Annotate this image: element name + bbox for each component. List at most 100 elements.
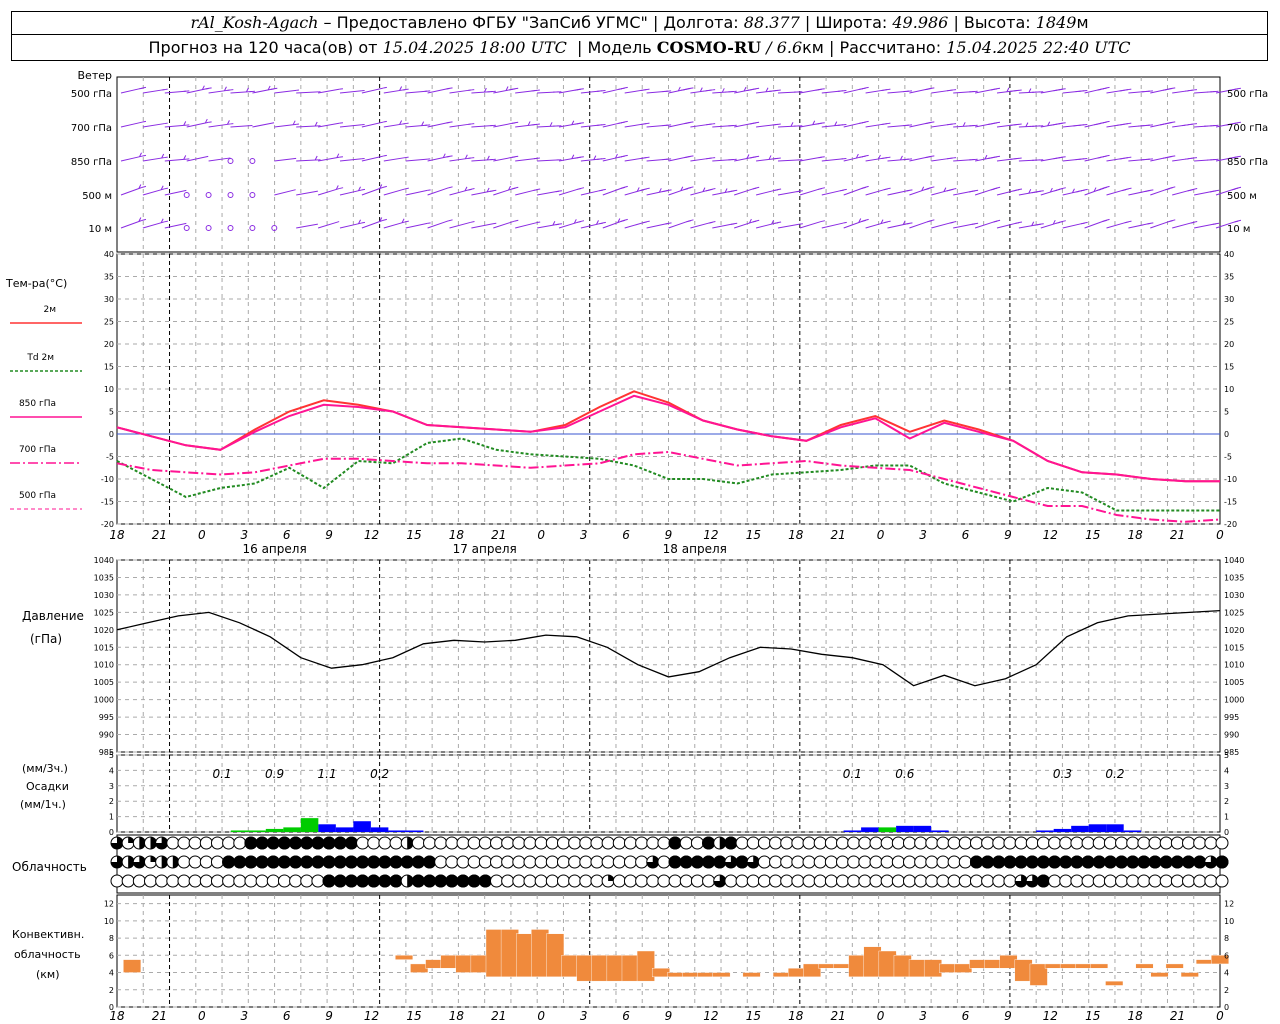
wind-barb [996, 188, 1023, 196]
cloud-full [1025, 855, 1039, 869]
temp-tick-left: 20 [104, 340, 114, 349]
barb-staff [120, 155, 143, 162]
cloud-symbol [914, 836, 928, 850]
cloud-symbol [891, 855, 905, 869]
barb-feather [142, 86, 147, 89]
press-tick-right: 1000 [1224, 696, 1244, 705]
cloud-circle [925, 855, 939, 869]
wind-barb [887, 189, 913, 196]
wind-barb [1040, 88, 1066, 94]
cloud-symbol [568, 855, 582, 869]
barb-feather [383, 86, 387, 89]
conv-tick-right: 12 [1224, 900, 1234, 909]
cloud-symbol [177, 836, 191, 850]
time-tick-label: 21 [831, 528, 846, 542]
time-tick-label-bottom: 3 [919, 1009, 927, 1023]
cloud-circle [210, 836, 224, 850]
wind-barb [274, 120, 300, 128]
cloud-full [322, 855, 336, 869]
precip-bar [913, 825, 932, 832]
temp-tick-right: 15 [1224, 363, 1234, 372]
time-tick-label-bottom: 3 [580, 1009, 588, 1023]
cloud-circle [746, 836, 760, 850]
barb-feather [906, 222, 910, 225]
cloud-full [356, 874, 370, 888]
cloud-symbol [1193, 836, 1207, 850]
cloud-symbol [902, 836, 916, 850]
wind-level-label-right: 500 м [1227, 191, 1257, 202]
cloud-full [244, 855, 258, 869]
barb-half-feather [183, 121, 187, 126]
conv-column [1150, 972, 1169, 978]
cloud-circle [233, 836, 247, 850]
wind-barb [449, 89, 475, 94]
time-tick-label-bottom: 21 [1170, 1009, 1185, 1023]
cloud-symbol [534, 874, 548, 888]
temp-tick-left: 10 [104, 385, 114, 394]
cloud-circle [612, 836, 626, 850]
barb-staff [142, 89, 165, 94]
cloud-full [1159, 855, 1173, 869]
cloud-circle [1170, 874, 1184, 888]
wind-barb [1215, 219, 1242, 229]
barb-feather [602, 221, 606, 224]
barb-feather [662, 190, 666, 193]
barb-staff [712, 124, 735, 128]
cloud-circle [936, 874, 950, 888]
cloud-full [467, 874, 481, 888]
conv-column [1165, 963, 1184, 969]
temp-tick-left: 30 [104, 295, 114, 304]
cloud-symbol [300, 836, 314, 850]
cloud-full [344, 874, 358, 888]
wind-barb [821, 121, 847, 128]
cloud-symbol [1048, 874, 1062, 888]
wind-barb [624, 88, 650, 94]
barb-feather [621, 121, 625, 124]
barb-feather [993, 88, 998, 90]
cloud-symbol [411, 874, 425, 888]
wind-barb [756, 87, 781, 94]
cloud-symbol [623, 855, 637, 869]
cloud-symbol [1170, 836, 1184, 850]
wind-barb [1128, 158, 1153, 162]
barb-feather [1237, 87, 1241, 90]
wind-barb [493, 155, 519, 162]
cloud-circle [1059, 874, 1073, 888]
cloud-symbol [456, 874, 470, 888]
wind-barb [383, 120, 409, 128]
cloud-circle [969, 836, 983, 850]
cloud-full [969, 855, 983, 869]
temp-tick-right: 40 [1224, 250, 1234, 259]
conv-column [787, 968, 806, 978]
cloud-symbol [456, 855, 470, 869]
barb-feather [749, 88, 754, 91]
press-tick-left: 1030 [94, 591, 114, 600]
cloud-three-quarter [747, 856, 760, 868]
barb-feather [684, 122, 688, 125]
cloud-half [407, 837, 414, 849]
time-tick-label: 15 [1085, 528, 1100, 542]
time-tick-label: 15 [746, 528, 761, 542]
time-tick-label-bottom: 15 [406, 1009, 421, 1023]
cloud-symbol [925, 855, 939, 869]
barb-half-feather [314, 121, 318, 127]
time-tick-label-bottom: 0 [1216, 1009, 1224, 1023]
cloud-symbol [813, 836, 827, 850]
cloud-full [1048, 855, 1062, 869]
barb-half-feather [721, 88, 725, 93]
cloud-symbol [556, 855, 570, 869]
cloud-symbol [244, 855, 258, 869]
cloud-circle [735, 836, 749, 850]
cloud-full [1182, 855, 1196, 869]
temp-tick-right: 30 [1224, 295, 1234, 304]
barb-feather [514, 219, 519, 222]
cloud-symbol [1159, 855, 1173, 869]
calm-circle [227, 158, 234, 164]
cloud-circle [925, 836, 939, 850]
cloud-full [1036, 855, 1050, 869]
conv-column [1135, 963, 1154, 969]
cloud-symbol [143, 874, 157, 888]
press-tick-right: 1015 [1224, 643, 1244, 652]
time-tick-label: 0 [537, 528, 545, 542]
cloud-circle [601, 855, 615, 869]
